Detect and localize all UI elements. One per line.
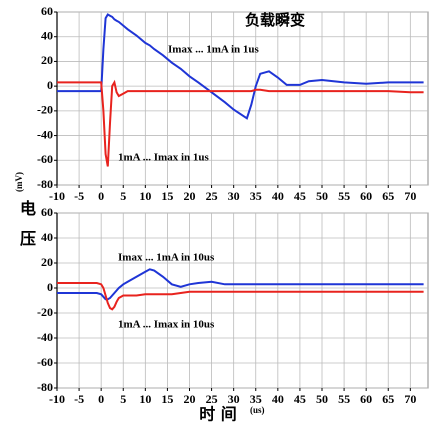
y-tick-label: 60: [41, 4, 53, 18]
x-tick-label: 30: [228, 392, 240, 406]
x-tick-label: 35: [250, 189, 262, 203]
x-tick-label: 45: [294, 392, 306, 406]
x-tick-label: 5: [120, 392, 126, 406]
x-tick-label: 15: [161, 189, 173, 203]
x-tick-label: 10: [139, 392, 151, 406]
x-tick-label: 15: [161, 392, 173, 406]
y-tick-label: -60: [37, 355, 53, 369]
x-tick-label: 30: [228, 189, 240, 203]
x-tick-label: 20: [184, 189, 196, 203]
x-axis-label: 时 间: [199, 405, 237, 424]
y-tick-label: 0: [47, 78, 53, 92]
x-tick-label: 70: [404, 392, 416, 406]
x-tick-label: 60: [360, 189, 372, 203]
data-line: [57, 268, 424, 301]
x-tick-label: -5: [74, 189, 84, 203]
annotation: Imax ... 1mA in 1us: [168, 44, 259, 56]
y-tick-label: -60: [37, 152, 53, 166]
x-tick-label: 70: [404, 189, 416, 203]
y-tick-label: 60: [41, 205, 53, 219]
x-tick-label: 25: [206, 189, 218, 203]
y-tick-label: 40: [41, 28, 53, 42]
x-tick-label: -5: [74, 392, 84, 406]
x-tick-label: 35: [250, 392, 262, 406]
x-tick-label: 65: [382, 189, 394, 203]
y-tick-label: 0: [47, 280, 53, 294]
plot-area: [56, 212, 429, 389]
x-tick-label: 0: [98, 189, 104, 203]
y-tick-label: 20: [41, 53, 53, 67]
y-tick-label: -80: [37, 380, 53, 394]
annotation: 1mA ... Imax in 10us: [118, 319, 215, 331]
x-tick-label: 50: [316, 189, 328, 203]
y-tick-label: -20: [37, 305, 53, 319]
y-axis-label: 电压: [17, 200, 36, 260]
x-tick-label: -10: [49, 189, 65, 203]
y-tick-label: -40: [37, 330, 53, 344]
chart-title: 负载瞬变: [245, 11, 305, 29]
y-tick-label: -20: [37, 103, 53, 117]
data-line: [57, 282, 424, 311]
plot-area: [56, 11, 429, 186]
x-tick-label: 55: [338, 392, 350, 406]
x-tick-label: 55: [338, 189, 350, 203]
y-tick-label: 20: [41, 255, 53, 269]
data-line: [57, 79, 424, 167]
x-tick-label: 65: [382, 392, 394, 406]
y-tick-label: 40: [41, 230, 53, 244]
x-tick-label: 10: [139, 189, 151, 203]
x-tick-label: 45: [294, 189, 306, 203]
y-axis-unit: (mV): [14, 172, 24, 192]
y-tick-label: -80: [37, 177, 53, 191]
annotation: 1mA ... Imax in 1us: [118, 152, 209, 164]
x-tick-label: 5: [120, 189, 126, 203]
x-tick-label: 50: [316, 392, 328, 406]
x-tick-label: -10: [49, 392, 65, 406]
x-tick-label: 40: [272, 392, 284, 406]
data-line: [57, 13, 424, 120]
y-tick-label: -40: [37, 127, 53, 141]
x-tick-label: 20: [184, 392, 196, 406]
x-tick-label: 0: [98, 392, 104, 406]
x-tick-label: 40: [272, 189, 284, 203]
annotation: Imax ... 1mA in 10us: [118, 252, 215, 264]
x-axis-unit: (us): [250, 405, 265, 415]
x-tick-label: 60: [360, 392, 372, 406]
x-tick-label: 25: [206, 392, 218, 406]
